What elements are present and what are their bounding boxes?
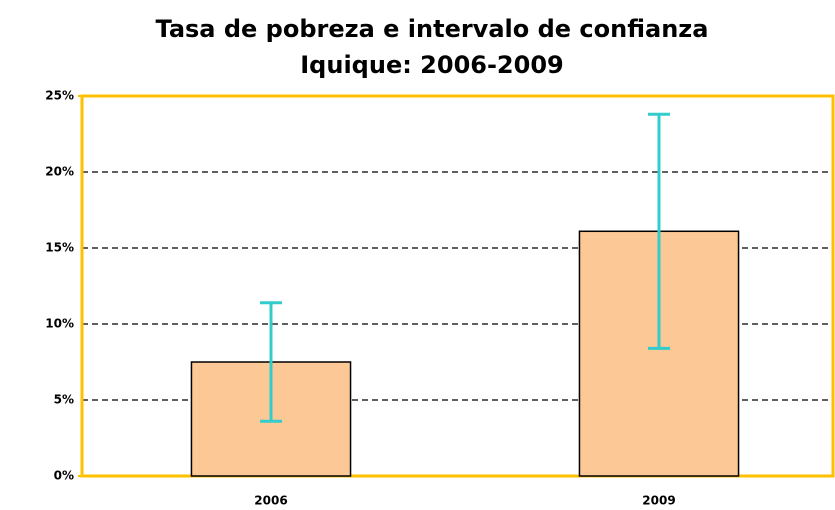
- x-tick-label: 2006: [254, 494, 287, 508]
- y-tick-label: 5%: [54, 393, 74, 407]
- error-bar: [648, 112, 670, 350]
- chart-subtitle: Iquique: 2006-2009: [300, 51, 563, 79]
- y-tick-label: 0%: [54, 469, 74, 483]
- error-bar: [260, 301, 282, 423]
- chart-title: Tasa de pobreza e intervalo de confianza: [156, 15, 709, 43]
- y-tick-label: 25%: [45, 89, 74, 103]
- y-tick-label: 10%: [45, 317, 74, 331]
- y-tick-label: 20%: [45, 165, 74, 179]
- plot-border: [80, 94, 835, 478]
- y-tick-label: 15%: [45, 241, 74, 255]
- x-tick-label: 2009: [642, 494, 675, 508]
